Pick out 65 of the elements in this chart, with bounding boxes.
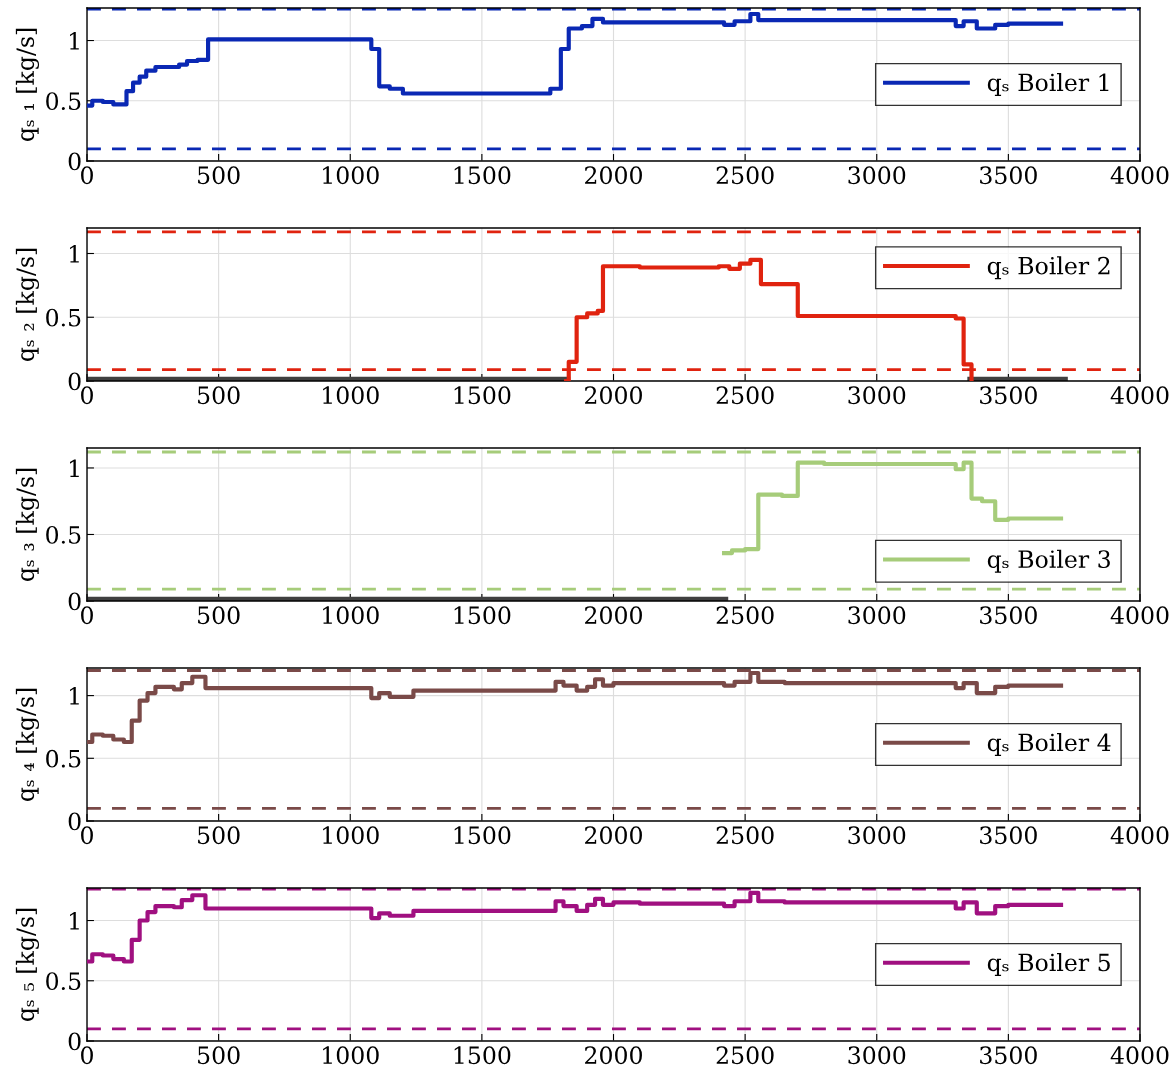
y-tick-label: 0.5 — [46, 525, 81, 544]
y-tick-label: 0 — [68, 152, 81, 171]
y-tick-label: 0 — [68, 812, 81, 831]
legend-label: qₛ Boiler 4 — [987, 733, 1111, 756]
x-tick-label: 4000 — [1110, 386, 1169, 405]
x-tick-label: 2000 — [585, 826, 642, 845]
y-axis-title: qₛ ₃ [kg/s] — [15, 468, 40, 582]
x-tick-label: 1000 — [323, 606, 379, 625]
x-tick-label: 500 — [198, 386, 240, 405]
x-tick-label: 2000 — [585, 606, 642, 625]
x-tick-label: 2500 — [716, 826, 774, 845]
x-tick-label: 1000 — [323, 166, 379, 185]
y-tick-label: 0 — [68, 1032, 81, 1051]
legend-label: qₛ Boiler 1 — [987, 73, 1109, 96]
x-tick-label: 4000 — [1110, 1046, 1169, 1065]
x-tick-label: 3500 — [980, 606, 1037, 625]
x-tick-label: 2500 — [716, 386, 774, 405]
y-tick-label: 0 — [68, 372, 81, 391]
x-tick-label: 3000 — [848, 386, 906, 405]
y-tick-label: 0.5 — [46, 972, 81, 991]
x-tick-label: 1000 — [323, 386, 379, 405]
x-tick-label: 1500 — [454, 826, 511, 845]
legend-label: qₛ Boiler 3 — [987, 549, 1110, 573]
x-tick-label: 2500 — [716, 166, 774, 185]
y-tick-label: 0.5 — [46, 749, 81, 768]
y-tick-label: 1 — [70, 687, 79, 705]
x-tick-label: 500 — [198, 166, 240, 185]
y-tick-label: 1 — [70, 459, 79, 477]
legend-label: qₛ Boiler 5 — [987, 953, 1110, 976]
x-tick-label: 3500 — [980, 1046, 1037, 1065]
x-tick-label: 1000 — [323, 826, 379, 845]
legend-label: qₛ Boiler 2 — [987, 256, 1110, 280]
x-tick-label: 2500 — [716, 1046, 774, 1065]
x-tick-label: 500 — [198, 606, 240, 625]
x-tick-label: 4000 — [1110, 826, 1169, 845]
y-tick-label: 0 — [68, 592, 81, 611]
x-tick-label: 2000 — [585, 166, 642, 185]
x-tick-label: 3000 — [848, 826, 906, 845]
x-tick-label: 2500 — [716, 606, 774, 625]
x-tick-label: 3500 — [980, 826, 1037, 845]
x-tick-label: 1500 — [454, 606, 511, 625]
y-axis-title: qₛ ₅ [kg/s] — [15, 908, 40, 1022]
x-tick-label: 3000 — [848, 166, 906, 185]
x-tick-label: 3500 — [980, 166, 1037, 185]
x-tick-label: 3000 — [848, 1046, 906, 1065]
x-tick-label: 1500 — [454, 166, 511, 185]
y-tick-label: 1 — [70, 911, 79, 930]
x-tick-label: 500 — [198, 826, 240, 845]
x-tick-label: 1000 — [323, 1046, 379, 1065]
x-tick-label: 4000 — [1110, 606, 1169, 625]
y-tick-label: 1 — [70, 244, 79, 263]
x-tick-label: 1500 — [454, 1046, 511, 1065]
y-tick-label: 1 — [70, 31, 79, 50]
y-axis-title: qₛ ₁ [kg/s] — [15, 28, 40, 142]
y-axis-title: qₛ ₂ [kg/s] — [15, 248, 40, 362]
x-tick-label: 1500 — [454, 386, 511, 405]
x-tick-label: 3500 — [980, 386, 1037, 405]
x-tick-label: 4000 — [1110, 166, 1169, 185]
x-tick-label: 3000 — [848, 606, 906, 625]
x-tick-label: 2000 — [585, 1046, 642, 1065]
x-tick-label: 500 — [198, 1046, 240, 1065]
x-tick-label: 2000 — [585, 386, 642, 405]
y-tick-label: 0.5 — [46, 92, 81, 111]
y-axis-title: qₛ ₄ [kg/s] — [15, 688, 40, 802]
y-tick-label: 0.5 — [46, 308, 81, 327]
